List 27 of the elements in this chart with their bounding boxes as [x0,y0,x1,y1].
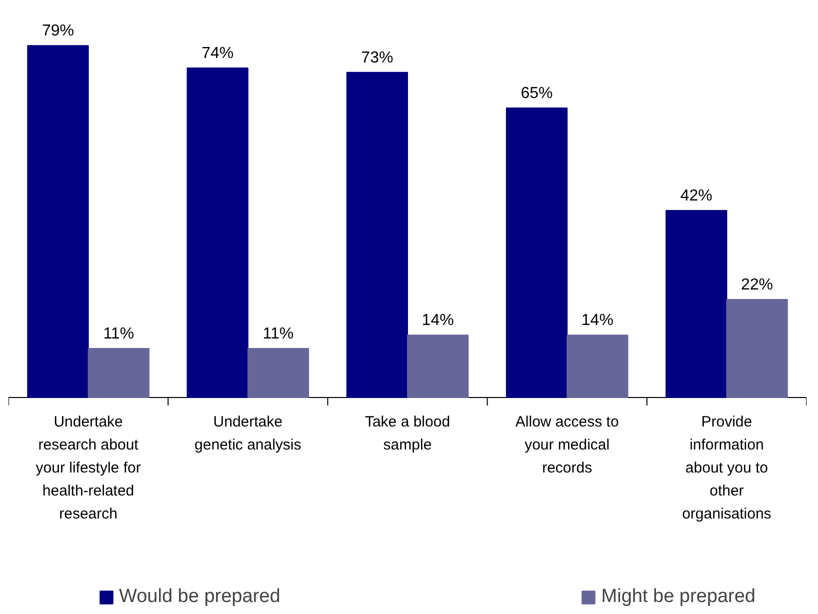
bar [88,348,150,398]
bar [726,299,788,398]
x-tick-label: Provide information about you to other organisations [682,414,772,522]
data-label: 14% [581,312,614,330]
data-label: 22% [741,276,774,294]
x-tick-label: Undertake genetic analysis [194,414,302,454]
data-label: 11% [262,326,294,343]
x-tick-label: Undertake research about your lifestyle for health-related research [36,414,141,522]
data-label: 73% [361,49,394,66]
bar [666,210,728,398]
bar [506,108,568,398]
bar [407,334,469,398]
x-tick-label: Allow access to your medical records [515,414,619,476]
bar [27,45,89,398]
legend-label: Might be prepared [601,586,756,608]
data-label: 65% [520,85,553,102]
data-label: 11% [103,326,134,343]
bar [346,72,408,398]
data-label: 79% [42,22,74,40]
bar [186,67,248,398]
data-label: 42% [680,187,712,204]
data-label: 74% [202,44,234,62]
bar [566,334,628,398]
x-tick-label: Take a blood sample [364,414,450,454]
bar [247,348,310,398]
legend-label: Would be prepared [119,586,280,608]
data-label: 14% [422,312,454,330]
